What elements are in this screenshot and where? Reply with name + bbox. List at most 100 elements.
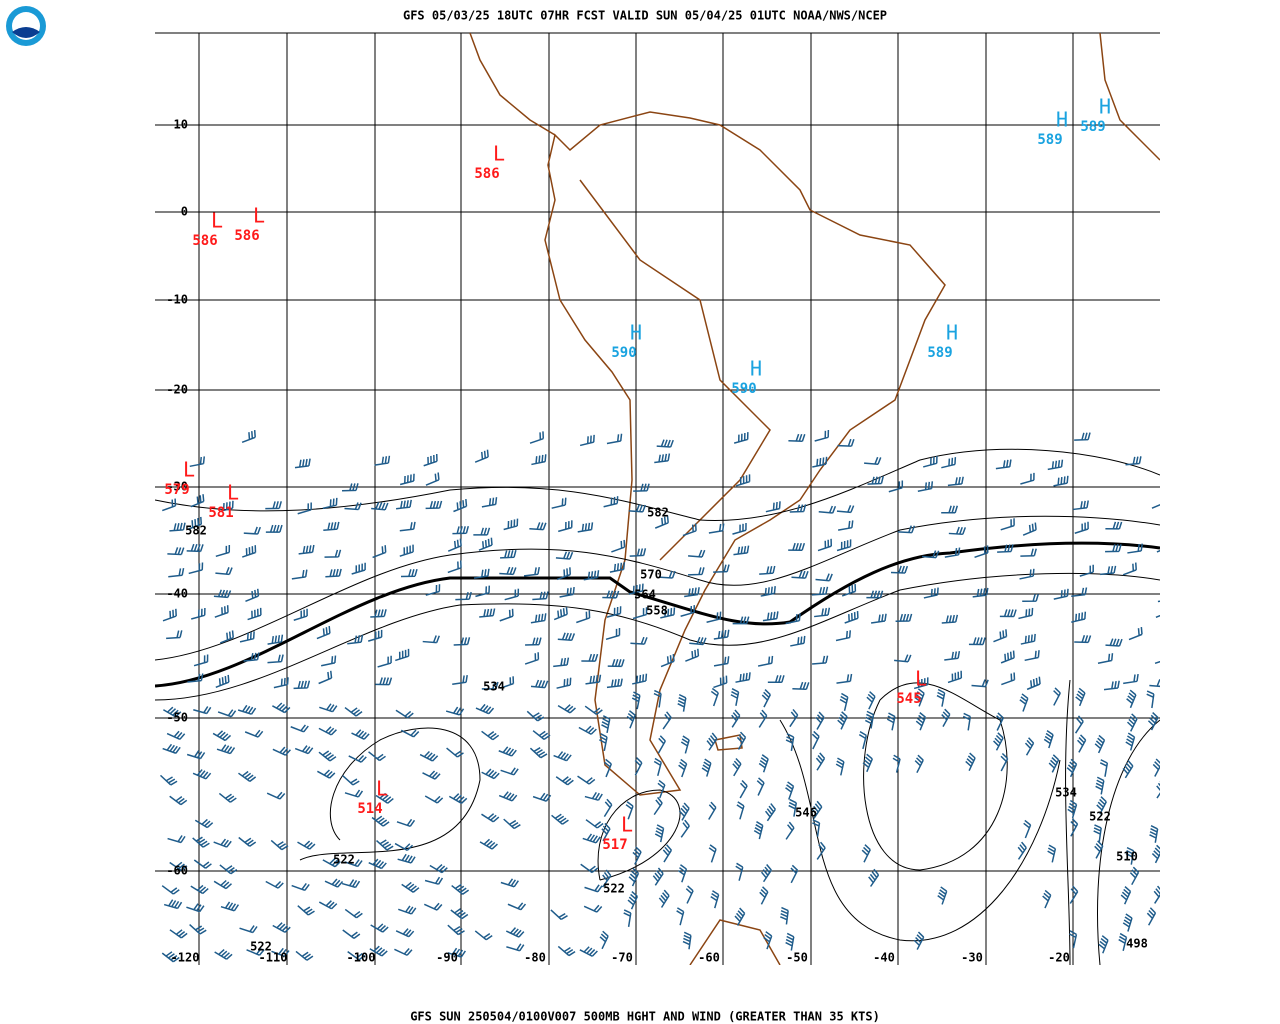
wind-barb: [247, 607, 262, 621]
wind-barb: [425, 500, 443, 510]
wind-barb: [1151, 503, 1160, 509]
wind-barb: [189, 924, 207, 935]
wind-barb: [187, 673, 204, 683]
wind-barb: [836, 539, 852, 552]
wind-barb: [556, 567, 572, 581]
wind-barb: [243, 526, 261, 535]
wind-barb: [758, 709, 768, 728]
wind-barb: [557, 704, 576, 714]
wind-barb: [759, 565, 776, 575]
wind-barb: [947, 670, 963, 684]
wind-barb: [167, 547, 185, 556]
wind-barb: [213, 838, 232, 848]
wind-barb: [632, 673, 648, 685]
wind-barb: [730, 688, 740, 706]
contour-label: 510: [1116, 850, 1138, 864]
wind-barb: [1105, 638, 1123, 647]
wind-barb: [529, 747, 548, 759]
wind-barb: [557, 632, 576, 642]
falklands: [714, 734, 743, 751]
wind-barb: [1155, 614, 1160, 618]
wind-barb: [216, 744, 236, 755]
wind-barb: [815, 711, 825, 730]
wind-barb: [1105, 521, 1123, 530]
wind-barb: [816, 841, 826, 860]
wind-barb: [841, 584, 857, 597]
wind-barb: [163, 899, 183, 910]
wind-barb: [1001, 672, 1016, 686]
wind-barb: [317, 769, 336, 779]
wind-barb: [584, 705, 603, 715]
wind-barb: [220, 901, 240, 912]
wind-barb: [632, 846, 642, 865]
wind-barb: [862, 753, 873, 773]
wind-barb: [680, 735, 690, 754]
wind-barb: [1071, 587, 1088, 597]
wind-barb: [272, 922, 291, 933]
wind-barb: [658, 889, 670, 908]
center-letter: L: [253, 204, 265, 228]
wind-barb: [447, 538, 462, 552]
wind-barb: [736, 731, 747, 750]
wind-barb: [445, 706, 465, 716]
wind-barb: [758, 754, 769, 773]
wind-barb: [190, 494, 205, 508]
wind-barb: [1098, 935, 1109, 954]
main-contour: [155, 541, 1160, 688]
wind-barb: [1094, 734, 1106, 754]
center-value: 579: [164, 482, 189, 498]
wind-barb: [186, 543, 204, 553]
wind-barb: [395, 928, 415, 938]
wind-barb: [870, 613, 887, 624]
wind-barb: [858, 731, 868, 750]
wind-barb: [678, 864, 688, 883]
wind-barb: [888, 480, 904, 493]
wind-barb: [505, 927, 525, 938]
wind-barb: [169, 522, 186, 532]
wind-barb: [735, 862, 744, 881]
wind-barb: [676, 907, 685, 926]
wind-barb: [294, 458, 311, 469]
wind-barb: [318, 670, 333, 685]
wind-barb: [607, 658, 625, 668]
wind-barb: [818, 505, 837, 514]
wind-barb: [531, 454, 547, 466]
wind-barb: [293, 680, 311, 690]
wind-barb: [322, 858, 341, 868]
coastline: [544, 111, 946, 796]
wind-barb: [244, 729, 264, 738]
wind-barb: [500, 550, 517, 559]
wind-barb: [553, 606, 568, 621]
wind-barb: [708, 844, 717, 863]
wind-barb: [187, 516, 203, 530]
wind-barb: [503, 818, 521, 830]
noaa-logo: [6, 6, 46, 46]
wind-barb: [218, 792, 237, 803]
wind-barb: [344, 789, 364, 798]
wind-barb: [713, 629, 730, 640]
wind-barb: [628, 867, 640, 887]
wind-barb: [937, 886, 948, 905]
wind-barb: [504, 588, 520, 601]
wind-barb: [395, 709, 414, 719]
wind-barb: [713, 564, 730, 573]
graticule: [155, 32, 1160, 965]
wind-barb: [215, 545, 231, 558]
wind-barb: [759, 886, 769, 905]
wind-barb: [812, 655, 829, 665]
wind-barb: [923, 456, 938, 468]
wind-barb: [453, 498, 468, 513]
wind-barb: [1096, 796, 1107, 815]
wind-barb: [424, 795, 444, 804]
wind-barb: [481, 730, 500, 741]
wind-barb: [246, 947, 265, 956]
wind-barb: [731, 709, 741, 728]
wind-barb: [344, 706, 363, 717]
wind-barb: [238, 770, 257, 782]
lon-label: -60: [698, 951, 720, 965]
wind-barb: [503, 518, 519, 531]
wind-barb: [161, 885, 180, 895]
wind-barb: [785, 821, 795, 840]
wind-barb: [654, 453, 671, 464]
wind-barb: [1069, 930, 1078, 949]
